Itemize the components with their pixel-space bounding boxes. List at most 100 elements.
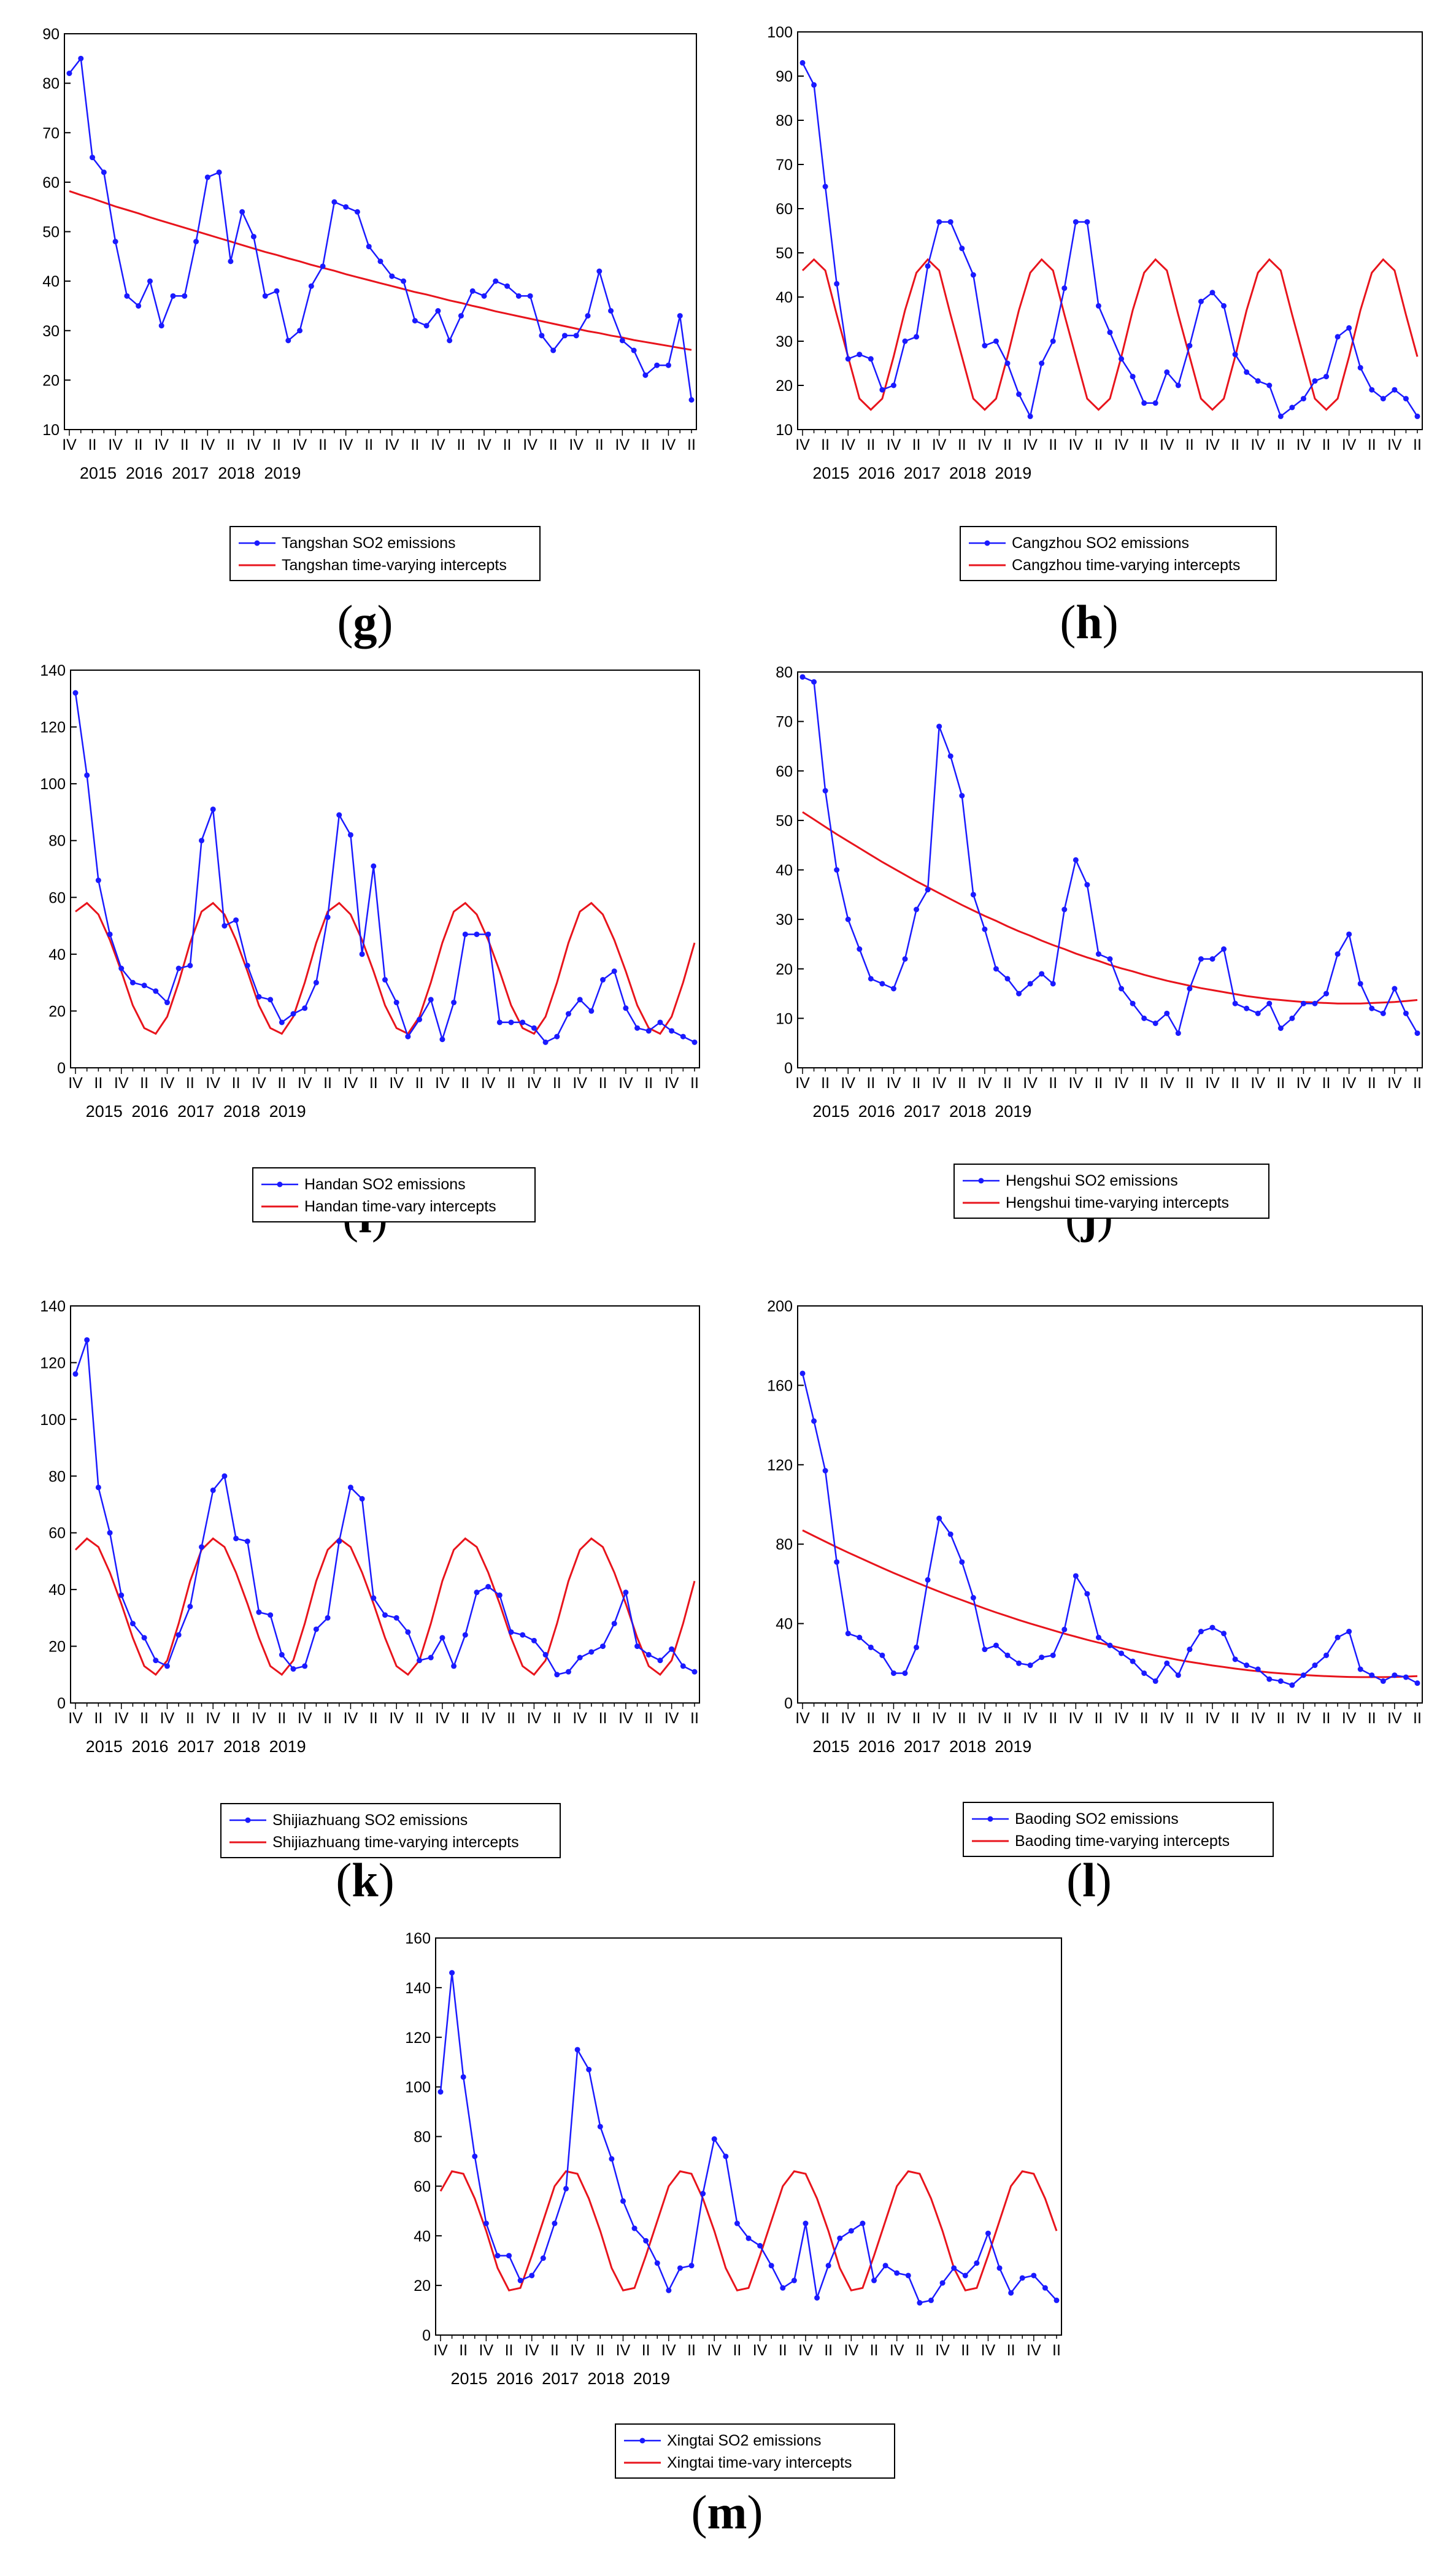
data-point	[974, 2260, 980, 2266]
x-year-label: 2015	[80, 464, 117, 482]
data-point	[1073, 1573, 1079, 1579]
data-point	[982, 926, 988, 932]
y-tick-label: 40	[776, 289, 793, 306]
x-tick-label: IV	[1027, 2342, 1041, 2359]
x-tick-label: II	[912, 436, 921, 454]
data-point	[803, 2220, 809, 2226]
x-tick-label: II	[961, 2342, 969, 2359]
data-point	[565, 1011, 571, 1017]
data-point	[1403, 396, 1409, 402]
data-point	[472, 2153, 478, 2160]
data-point	[458, 313, 464, 319]
x-year-label: 2016	[858, 1102, 895, 1121]
data-point	[868, 1644, 874, 1650]
data-point	[439, 1635, 445, 1641]
x-tick-label: IV	[618, 1710, 633, 1727]
data-point	[435, 308, 441, 314]
x-tick-label: IV	[62, 436, 77, 454]
series-emissions-line	[74, 692, 695, 1043]
y-tick-label: 90	[776, 68, 793, 85]
data-point	[158, 323, 164, 329]
data-point	[902, 338, 908, 344]
y-tick-label: 160	[767, 1377, 793, 1394]
chart-panel-m: 0 20 40 60 80 100 120 140 160 IV II IV II IV II IV II IV I…	[405, 1930, 1062, 2479]
y-tick-label: 140	[40, 662, 66, 679]
data-point	[1016, 990, 1022, 997]
data-point	[825, 2263, 831, 2269]
y-tick-label: 80	[776, 1536, 793, 1553]
x-tick-label: IV	[154, 436, 169, 454]
x-tick-label: II	[1322, 1075, 1331, 1092]
data-point	[970, 272, 976, 278]
x-tick-label: II	[595, 436, 604, 454]
data-point	[496, 1592, 503, 1598]
data-point	[423, 323, 429, 329]
data-point	[970, 1595, 976, 1601]
x-tick-label: IV	[1205, 1710, 1220, 1727]
data-point	[1300, 1000, 1306, 1006]
data-point	[437, 2089, 444, 2095]
x-year-label: 2015	[86, 1102, 123, 1121]
x-tick-label: IV	[527, 1075, 542, 1092]
data-point	[970, 892, 976, 898]
y-tick-label: 100	[405, 2079, 431, 2096]
legend-intercepts-label: Shijiazhuang time-varying intercepts	[272, 1834, 519, 1851]
x-year-label: 2018	[949, 1737, 986, 1756]
x-tick-label: IV	[569, 436, 584, 454]
data-point	[1008, 2290, 1014, 2296]
data-point	[600, 977, 606, 983]
data-point	[221, 1473, 228, 1479]
data-point	[1232, 1000, 1238, 1006]
data-point	[495, 2253, 501, 2259]
x-tick-label: II	[134, 436, 143, 454]
data-point	[244, 1539, 250, 1545]
data-point	[1300, 396, 1306, 402]
x-tick-label: IV	[1023, 436, 1038, 454]
x-tick-label: IV	[798, 2342, 813, 2359]
data-point	[101, 169, 107, 176]
data-point	[925, 1577, 931, 1583]
data-point	[153, 988, 159, 994]
legend-intercepts-label: Tangshan time-varying intercepts	[282, 557, 507, 574]
data-point	[1255, 1010, 1261, 1016]
data-point	[936, 724, 942, 730]
x-year-label: 2017	[904, 1737, 941, 1756]
data-point	[1312, 378, 1318, 384]
data-point	[879, 1652, 885, 1658]
data-point	[959, 245, 965, 252]
data-point	[947, 1531, 953, 1537]
data-point	[1095, 303, 1101, 309]
data-point	[608, 308, 614, 314]
data-point	[552, 2220, 558, 2226]
x-tick-label: IV	[1114, 1075, 1129, 1092]
data-point	[669, 1646, 675, 1652]
data-point	[1277, 1025, 1284, 1031]
y-tick-label: 80	[414, 2129, 431, 2146]
data-point	[1119, 986, 1125, 992]
x-tick-label: IV	[201, 436, 215, 454]
y-tick-label: 90	[42, 26, 60, 43]
x-year-label: 2019	[995, 1102, 1031, 1121]
data-point	[691, 1669, 698, 1675]
y-tick-label: 120	[40, 1354, 66, 1372]
x-tick-label: IV	[523, 436, 537, 454]
x-tick-label: IV	[1250, 1075, 1265, 1092]
data-point	[313, 979, 319, 986]
data-point	[890, 1670, 896, 1676]
data-point	[1209, 290, 1215, 296]
data-point	[565, 1669, 571, 1675]
x-year-label: 2015	[812, 1737, 849, 1756]
legend-emissions-label: Tangshan SO2 emissions	[282, 535, 455, 552]
data-point	[393, 1000, 399, 1006]
y-tick-label: 50	[42, 224, 60, 241]
x-tick-label: II	[88, 436, 97, 454]
x-tick-label: IV	[935, 2342, 950, 2359]
x-tick-label: IV	[661, 2342, 676, 2359]
x-tick-label: IV	[795, 436, 810, 454]
data-point	[993, 1642, 999, 1648]
y-tick-label: 0	[57, 1060, 66, 1077]
data-point	[382, 1612, 388, 1618]
data-point	[124, 293, 130, 299]
y-tick-label: 140	[405, 1980, 431, 1997]
x-tick-label: IV	[707, 2342, 722, 2359]
